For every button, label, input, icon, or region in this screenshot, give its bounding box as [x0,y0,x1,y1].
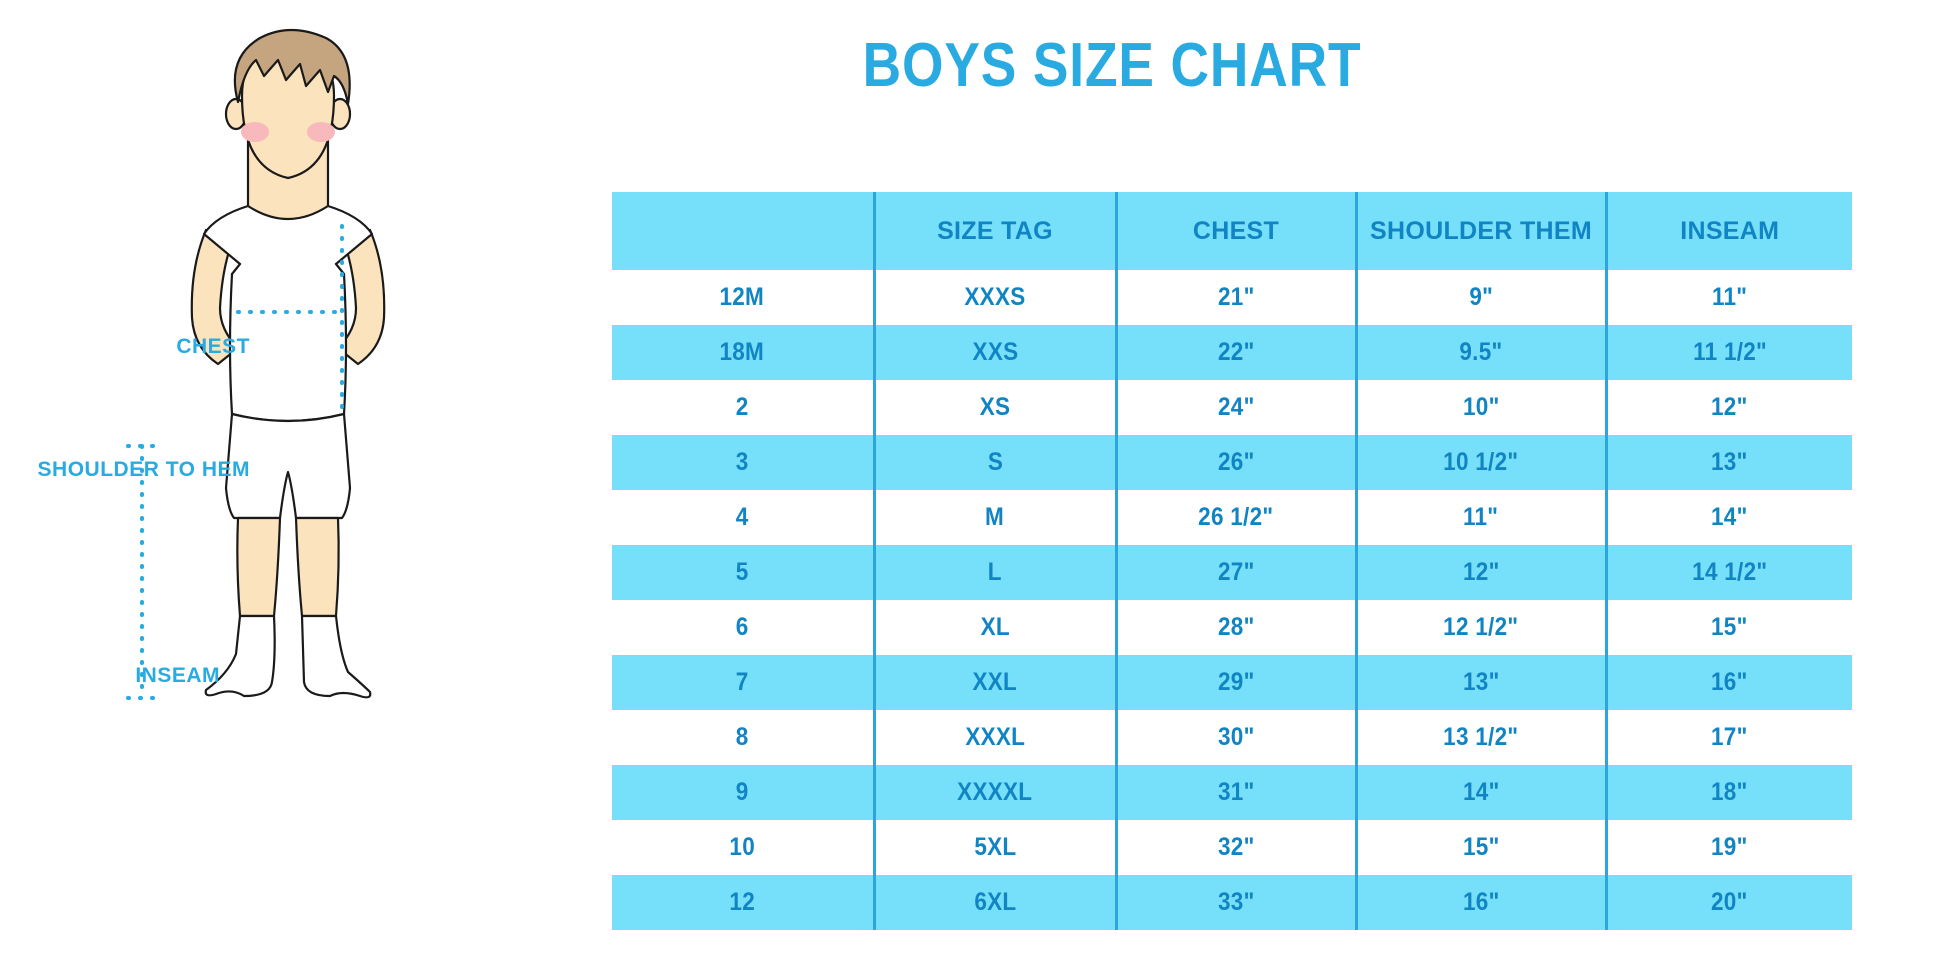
table-cell: 12 [612,875,876,930]
table-cell: 11" [1606,270,1852,325]
table-row: 12 6XL 33" 16" 20" [612,875,1852,930]
table-cell: 20" [1606,875,1852,930]
table-row: 18M XXS 22" 9.5" 11 1/2" [612,325,1852,380]
table-cell: 24" [1116,380,1358,435]
table-cell: XXL [874,655,1118,710]
table-cell: XXXL [874,710,1118,765]
table-cell: 30" [1116,710,1358,765]
table-cell: 13" [1356,655,1608,710]
table-cell: 3 [612,435,876,490]
table-cell: 10 [612,820,876,875]
table-row: 12M XXXS 21" 9" 11" [612,270,1852,325]
table-cell: 9 [612,765,876,820]
table-cell: 7 [612,655,876,710]
table-cell: 18" [1606,765,1852,820]
table-cell: 21" [1116,270,1358,325]
inseam-measure-label: INSEAM [135,664,220,687]
table-cell: 15" [1606,600,1852,655]
table-cell: 22" [1116,325,1358,380]
column-header-shoulder-them: SHOULDER THEM [1356,192,1608,270]
table-cell: 31" [1116,765,1358,820]
table-cell: 14" [1606,490,1852,545]
table-body: 12M XXXS 21" 9" 11" 18M XXS 22" 9.5" 11 1/2" 2 XS 24… [612,270,1852,930]
table-cell: 32" [1116,820,1358,875]
table-cell: S [874,435,1118,490]
table-cell: 6XL [874,875,1118,930]
table-cell: 12 1/2" [1356,600,1608,655]
table-header: SIZE TAG CHEST SHOULDER THEM INSEAM [612,192,1852,270]
table-cell: 26 1/2" [1116,490,1358,545]
table-cell: 19" [1606,820,1852,875]
table-cell: 12M [612,270,876,325]
table-cell: 16" [1606,655,1852,710]
table-cell: L [874,545,1118,600]
page-title: BOYS SIZE CHART [862,31,1362,100]
table-cell: M [874,490,1118,545]
table-row: 7 XXL 29" 13" 16" [612,655,1852,710]
table-row: 4 M 26 1/2" 11" 14" [612,490,1852,545]
table-cell: 13 1/2" [1356,710,1608,765]
boy-figure-illustration [126,28,386,700]
table-cell: 33" [1116,875,1358,930]
table-cell: 14 1/2" [1606,545,1852,600]
table-cell: 16" [1356,875,1608,930]
illustration-panel: CHEST SHOULDER TO HEM INSEAM [0,0,480,973]
table-row: 3 S 26" 10 1/2" 13" [612,435,1852,490]
table-cell: 5 [612,545,876,600]
table-row: 5 L 27" 12" 14 1/2" [612,545,1852,600]
table-cell: 14" [1356,765,1608,820]
table-cell: 10 1/2" [1356,435,1608,490]
table-cell: 12" [1356,545,1608,600]
table-row: 2 XS 24" 10" 12" [612,380,1852,435]
table-cell: 5XL [874,820,1118,875]
shoulder-to-hem-measure-label: SHOULDER TO HEM [37,458,250,481]
table-cell: XXS [874,325,1118,380]
table-cell: 13" [1606,435,1852,490]
table-cell: 26" [1116,435,1358,490]
table-cell: 29" [1116,655,1358,710]
table-cell: XXXS [874,270,1118,325]
table-cell: 27" [1116,545,1358,600]
table-cell: 6 [612,600,876,655]
column-header-size [612,192,876,270]
column-header-inseam: INSEAM [1606,192,1852,270]
table-row: 8 XXXL 30" 13 1/2" 17" [612,710,1852,765]
table-cell: 2 [612,380,876,435]
column-header-chest: CHEST [1116,192,1358,270]
table-cell: 9" [1356,270,1608,325]
size-chart-table: SIZE TAG CHEST SHOULDER THEM INSEAM 12M X… [612,192,1852,930]
table-cell: 28" [1116,600,1358,655]
table-cell: 18M [612,325,876,380]
table-cell: 11" [1356,490,1608,545]
column-header-size-tag: SIZE TAG [874,192,1118,270]
table-cell: 10" [1356,380,1608,435]
chest-measure-label: CHEST [176,335,250,358]
table-cell: 9.5" [1356,325,1608,380]
table-cell: 15" [1356,820,1608,875]
table-cell: XL [874,600,1118,655]
table-header-row: SIZE TAG CHEST SHOULDER THEM INSEAM [612,192,1852,270]
table-cell: 11 1/2" [1606,325,1852,380]
table-cell: XXXXL [874,765,1118,820]
table-row: 9 XXXXL 31" 14" 18" [612,765,1852,820]
table-row: 6 XL 28" 12 1/2" 15" [612,600,1852,655]
table-cell: 12" [1606,380,1852,435]
table-cell: 17" [1606,710,1852,765]
table-cell: 4 [612,490,876,545]
table-row: 10 5XL 32" 15" 19" [612,820,1852,875]
table-cell: 8 [612,710,876,765]
table-cell: XS [874,380,1118,435]
